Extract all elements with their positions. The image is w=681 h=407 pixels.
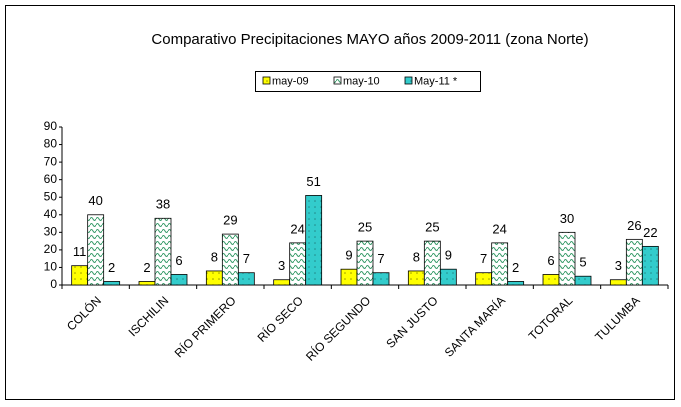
y-tick-label: 10 [44,260,58,274]
data-label: 24 [492,221,506,236]
data-label: 9 [445,248,452,263]
data-label: 29 [223,213,237,228]
data-label: 40 [88,193,102,208]
data-label: 51 [306,174,320,189]
data-label: 25 [358,220,372,235]
bar [305,195,323,286]
data-label: 7 [480,251,487,266]
legend-swatch [333,76,342,85]
bar [407,270,425,286]
data-label: 3 [278,258,285,273]
bar [103,281,121,286]
bar [372,272,390,286]
y-tick-label: 90 [44,119,58,133]
data-label: 9 [345,248,352,263]
data-label: 2 [143,260,150,275]
data-label: 6 [547,253,554,268]
bar [71,265,89,286]
bar [609,279,627,286]
bar [340,268,358,286]
legend-swatch [262,76,271,85]
bar [491,242,509,286]
data-label: 7 [377,251,384,266]
bar [205,270,223,286]
bar [423,240,441,286]
y-tick-label: 60 [44,172,58,186]
data-label: 8 [211,249,218,264]
bar [558,231,576,286]
y-tick-label: 40 [44,207,58,221]
data-label: 5 [579,255,586,270]
data-label: 6 [175,253,182,268]
y-tick-label: 30 [44,225,58,239]
y-tick-label: 50 [44,189,58,203]
y-tick-label: 0 [50,277,57,291]
bar [138,281,156,286]
data-label: 38 [156,197,170,212]
bar [641,245,659,286]
data-label: 26 [627,218,641,233]
bar [289,242,307,286]
bar [356,240,374,286]
data-label: 22 [643,225,657,240]
bar [507,281,525,286]
bar [237,272,255,286]
legend-label: may-10 [343,75,380,87]
data-label: 24 [290,221,304,236]
chart-title: Comparativo Precipitaciones MAYO años 20… [151,31,588,48]
bar [439,268,457,286]
data-label: 25 [425,220,439,235]
chart-frame [5,5,675,400]
y-tick-label: 80 [44,137,58,151]
data-label: 3 [615,258,622,273]
data-label: 11 [73,244,87,259]
legend-label: may-09 [272,75,309,87]
data-label: 7 [243,251,250,266]
bar [273,279,291,286]
data-label: 30 [560,211,574,226]
bar [574,275,592,286]
legend-label: May-11 * [414,75,458,87]
bar [170,274,188,286]
legend-swatch [404,76,413,85]
data-label: 8 [413,249,420,264]
bar [154,217,172,286]
data-label: 2 [512,260,519,275]
bar [221,233,239,286]
bar [542,274,560,286]
legend-box [255,71,481,92]
data-label: 2 [108,260,115,275]
bar [625,238,643,286]
bar [475,272,493,286]
y-tick-label: 20 [44,242,58,256]
y-tick-label: 70 [44,154,58,168]
bar [87,214,105,286]
